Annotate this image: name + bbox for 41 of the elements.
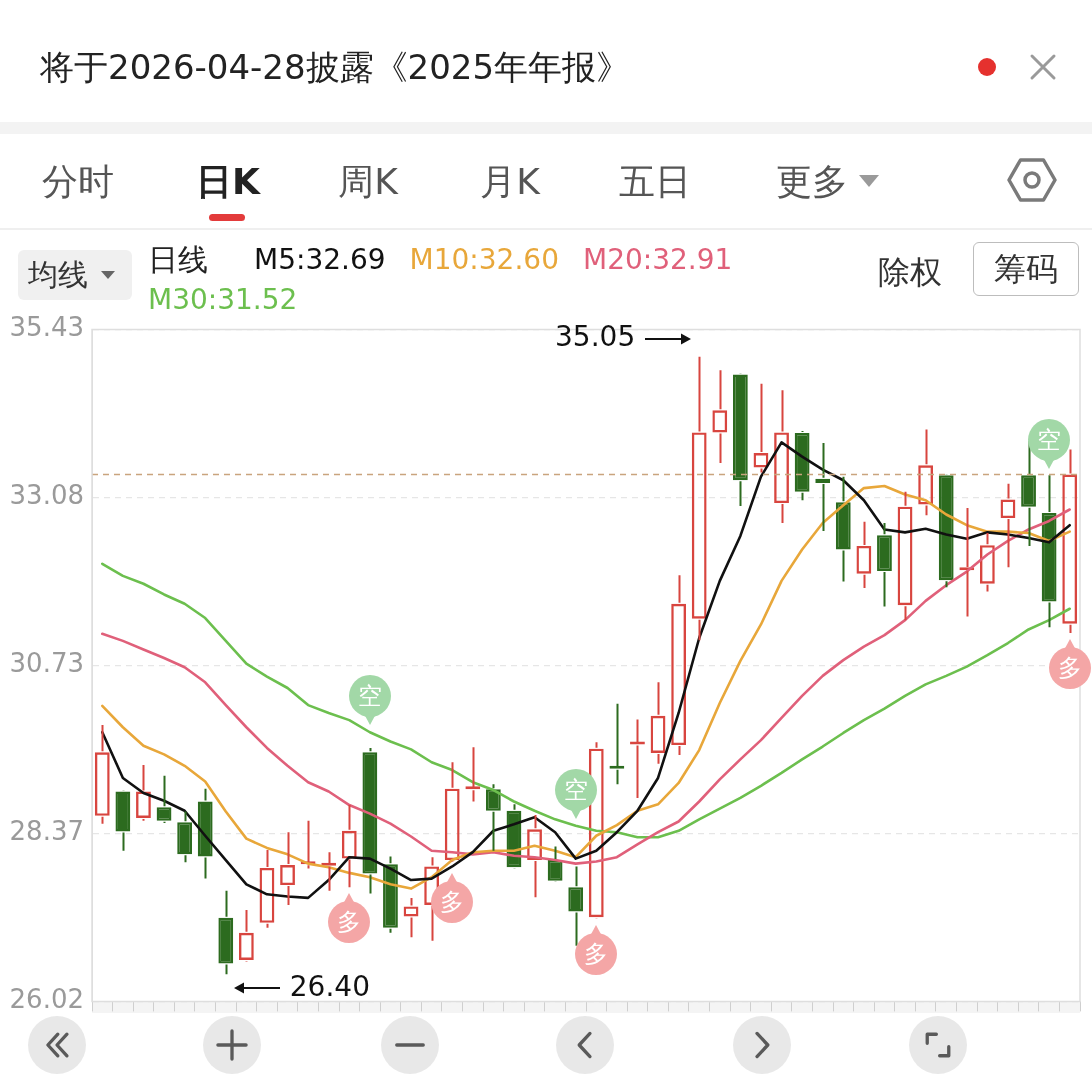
text: M5:32.69	[254, 242, 386, 278]
y-tick-label: 30.73	[9, 647, 84, 678]
text: M30:31.52	[148, 282, 298, 318]
text: 月K	[480, 160, 540, 204]
candlestick	[197, 787, 213, 880]
annotation: 空	[564, 776, 588, 804]
annotation: 35.05	[555, 320, 636, 354]
text: M10:32.60	[409, 242, 559, 278]
annotation: 多	[584, 940, 608, 968]
annotation: 多	[440, 888, 464, 916]
y-tick-label: 26.02	[9, 984, 84, 1015]
text: 五日	[619, 160, 691, 204]
y-tick-label: 33.08	[9, 480, 84, 511]
y-tick-label: 28.37	[9, 816, 84, 847]
candlestick	[568, 865, 584, 947]
text: M20:32.91	[582, 242, 733, 278]
text: 分时	[42, 160, 114, 204]
candlestick	[218, 889, 234, 976]
candlestick	[877, 522, 892, 608]
y-tick-label: 35.43	[9, 312, 84, 343]
annotation: 空	[1037, 426, 1061, 454]
candlestick	[835, 475, 851, 583]
candlestick	[1041, 474, 1057, 629]
legend-title: 日线	[148, 241, 208, 279]
text: 日K	[196, 160, 260, 204]
text: 除权	[878, 252, 942, 293]
annotation: 多	[1058, 654, 1082, 682]
text: 周K	[338, 160, 398, 204]
annotation: 空	[358, 682, 382, 710]
text: 均线	[28, 256, 88, 294]
chart-title: 将于2026-04-28披露《2025年年报》	[40, 46, 631, 89]
annotation: 多	[337, 908, 361, 936]
candlestick	[547, 845, 563, 881]
candlestick	[177, 810, 193, 864]
candlestick	[485, 783, 501, 852]
annotation: 26.40	[289, 969, 370, 1003]
text: 筹码	[994, 249, 1058, 290]
candlestick	[362, 746, 378, 895]
candlestick	[383, 855, 398, 934]
candlestick	[938, 475, 954, 589]
text: 更多	[776, 160, 848, 204]
